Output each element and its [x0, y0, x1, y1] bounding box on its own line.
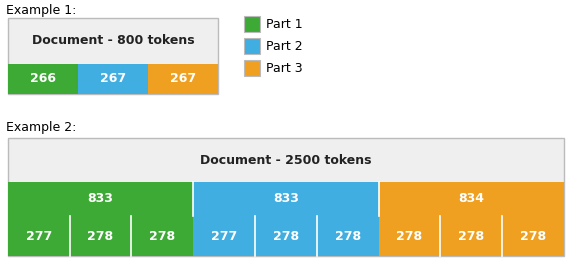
FancyBboxPatch shape — [78, 64, 148, 94]
Text: 278: 278 — [520, 230, 546, 243]
Text: 278: 278 — [335, 230, 361, 243]
FancyBboxPatch shape — [379, 216, 440, 256]
FancyBboxPatch shape — [440, 216, 502, 256]
FancyBboxPatch shape — [8, 182, 193, 216]
Text: 267: 267 — [100, 73, 126, 85]
FancyBboxPatch shape — [255, 216, 317, 256]
FancyBboxPatch shape — [8, 138, 564, 256]
FancyBboxPatch shape — [317, 216, 379, 256]
FancyBboxPatch shape — [244, 38, 260, 54]
FancyBboxPatch shape — [244, 60, 260, 76]
FancyBboxPatch shape — [8, 216, 69, 256]
FancyBboxPatch shape — [244, 16, 260, 32]
Text: 277: 277 — [211, 230, 237, 243]
Text: 278: 278 — [397, 230, 423, 243]
FancyBboxPatch shape — [69, 216, 131, 256]
Text: Example 2:: Example 2: — [6, 121, 76, 134]
FancyBboxPatch shape — [8, 18, 218, 94]
Text: Part 3: Part 3 — [266, 61, 303, 74]
Text: Part 2: Part 2 — [266, 39, 303, 52]
FancyBboxPatch shape — [193, 216, 255, 256]
Text: 833: 833 — [88, 193, 113, 206]
Text: 833: 833 — [273, 193, 299, 206]
FancyBboxPatch shape — [8, 64, 78, 94]
Text: 266: 266 — [30, 73, 56, 85]
Text: 278: 278 — [149, 230, 175, 243]
Text: 834: 834 — [458, 193, 484, 206]
Text: 277: 277 — [25, 230, 52, 243]
Text: 278: 278 — [273, 230, 299, 243]
FancyBboxPatch shape — [131, 216, 193, 256]
Text: Part 1: Part 1 — [266, 18, 303, 31]
Text: 278: 278 — [458, 230, 484, 243]
FancyBboxPatch shape — [502, 216, 564, 256]
FancyBboxPatch shape — [193, 182, 379, 216]
Text: Document - 2500 tokens: Document - 2500 tokens — [200, 153, 372, 167]
Text: Example 1:: Example 1: — [6, 4, 76, 17]
FancyBboxPatch shape — [379, 182, 564, 216]
FancyBboxPatch shape — [148, 64, 218, 94]
Text: Document - 800 tokens: Document - 800 tokens — [32, 35, 194, 48]
Text: 278: 278 — [87, 230, 114, 243]
Text: 267: 267 — [170, 73, 196, 85]
